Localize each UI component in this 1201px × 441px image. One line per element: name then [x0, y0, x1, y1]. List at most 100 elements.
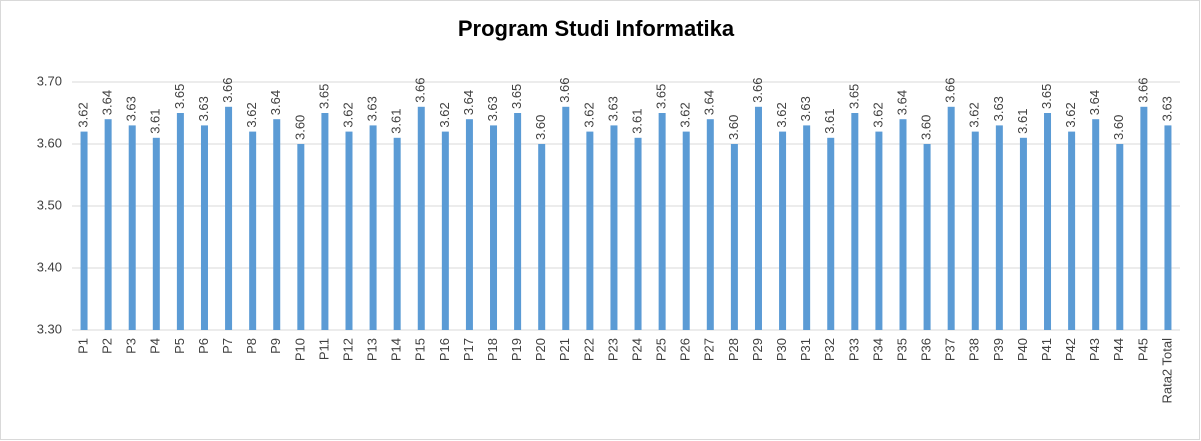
x-tick-label: P24 — [629, 338, 644, 361]
bar — [1140, 106, 1148, 330]
bar — [345, 131, 353, 330]
x-tick-label: P33 — [846, 338, 861, 361]
x-tick-label: P23 — [605, 338, 620, 361]
data-label: 3.63 — [196, 96, 211, 121]
x-tick-label: P5 — [172, 338, 187, 354]
x-tick-label: P29 — [750, 338, 765, 361]
data-label: 3.66 — [557, 77, 572, 102]
data-label: 3.63 — [365, 96, 380, 121]
data-label: 3.62 — [75, 102, 90, 127]
bar — [706, 119, 714, 330]
data-label: 3.65 — [316, 84, 331, 109]
data-label: 3.60 — [919, 115, 934, 140]
bar — [827, 137, 835, 330]
x-tick-label: P19 — [509, 338, 524, 361]
data-label: 3.62 — [870, 102, 885, 127]
bar — [634, 137, 642, 330]
data-label: 3.65 — [846, 84, 861, 109]
bar — [971, 131, 979, 330]
x-tick-label: P42 — [1063, 338, 1078, 361]
bar — [1116, 144, 1124, 330]
data-label: 3.62 — [678, 102, 693, 127]
data-label: 3.62 — [340, 102, 355, 127]
x-tick-label: P41 — [1039, 338, 1054, 361]
bar — [851, 113, 859, 330]
bar — [514, 113, 522, 330]
y-tick-label: 3.40 — [37, 259, 62, 274]
bar — [538, 144, 546, 330]
x-tick-label: P34 — [870, 338, 885, 361]
bar — [875, 131, 883, 330]
data-label: 3.64 — [894, 90, 909, 115]
bar — [80, 131, 88, 330]
x-tick-label: P9 — [268, 338, 283, 354]
data-label: 3.60 — [292, 115, 307, 140]
bar — [995, 125, 1003, 331]
x-tick-label: P4 — [148, 338, 163, 354]
bar — [128, 125, 136, 331]
bar — [490, 125, 498, 331]
bar — [682, 131, 690, 330]
data-label: 3.60 — [533, 115, 548, 140]
y-tick-label: 3.50 — [37, 197, 62, 212]
bar — [947, 106, 955, 330]
bar — [369, 125, 377, 331]
data-label: 3.62 — [1063, 102, 1078, 127]
bar — [249, 131, 257, 330]
y-tick-label: 3.60 — [37, 135, 62, 150]
y-tick-label: 3.30 — [37, 321, 62, 336]
chart-title: Program Studi Informatika — [458, 16, 735, 41]
data-label: 3.64 — [268, 90, 283, 115]
bar — [321, 113, 329, 330]
data-label: 3.62 — [581, 102, 596, 127]
data-label: 3.64 — [702, 90, 717, 115]
bar — [803, 125, 811, 331]
data-label: 3.64 — [461, 90, 476, 115]
data-label: 3.65 — [172, 84, 187, 109]
data-label: 3.62 — [967, 102, 982, 127]
bar — [152, 137, 160, 330]
data-label: 3.64 — [1087, 90, 1102, 115]
data-label: 3.61 — [389, 108, 404, 133]
x-tick-label: P31 — [798, 338, 813, 361]
x-tick-label: P44 — [1111, 338, 1126, 361]
x-tick-label: P28 — [726, 338, 741, 361]
data-label: 3.66 — [1135, 77, 1150, 102]
bar — [200, 125, 208, 331]
data-label: 3.63 — [798, 96, 813, 121]
data-label: 3.62 — [437, 102, 452, 127]
x-tick-label: P17 — [461, 338, 476, 361]
x-tick-label: P38 — [967, 338, 982, 361]
data-label: 3.63 — [124, 96, 139, 121]
x-tick-label: P1 — [75, 338, 90, 354]
data-label: 3.66 — [220, 77, 235, 102]
x-tick-label: P11 — [316, 338, 331, 360]
bar — [176, 113, 184, 330]
x-tick-label: P22 — [581, 338, 596, 361]
bar — [1164, 125, 1172, 331]
bar — [658, 113, 666, 330]
data-label: 3.63 — [991, 96, 1006, 121]
x-tick-label: P3 — [124, 338, 139, 354]
x-tick-label: P35 — [894, 338, 909, 361]
data-label: 3.63 — [485, 96, 500, 121]
bar — [1092, 119, 1100, 330]
bar — [730, 144, 738, 330]
bar — [754, 106, 762, 330]
bar — [779, 131, 787, 330]
x-tick-label: P14 — [389, 338, 404, 361]
x-tick-label: P21 — [557, 338, 572, 361]
bar — [610, 125, 618, 331]
data-label: 3.60 — [1111, 115, 1126, 140]
data-label: 3.65 — [509, 84, 524, 109]
x-tick-label: P20 — [533, 338, 548, 361]
bar — [1044, 113, 1052, 330]
data-label: 3.63 — [605, 96, 620, 121]
x-tick-label: Rata2 Total — [1159, 338, 1174, 404]
data-label: 3.65 — [654, 84, 669, 109]
x-tick-label: P12 — [340, 338, 355, 361]
data-label: 3.62 — [774, 102, 789, 127]
x-tick-label: P36 — [919, 338, 934, 361]
x-tick-label: P8 — [244, 338, 259, 354]
